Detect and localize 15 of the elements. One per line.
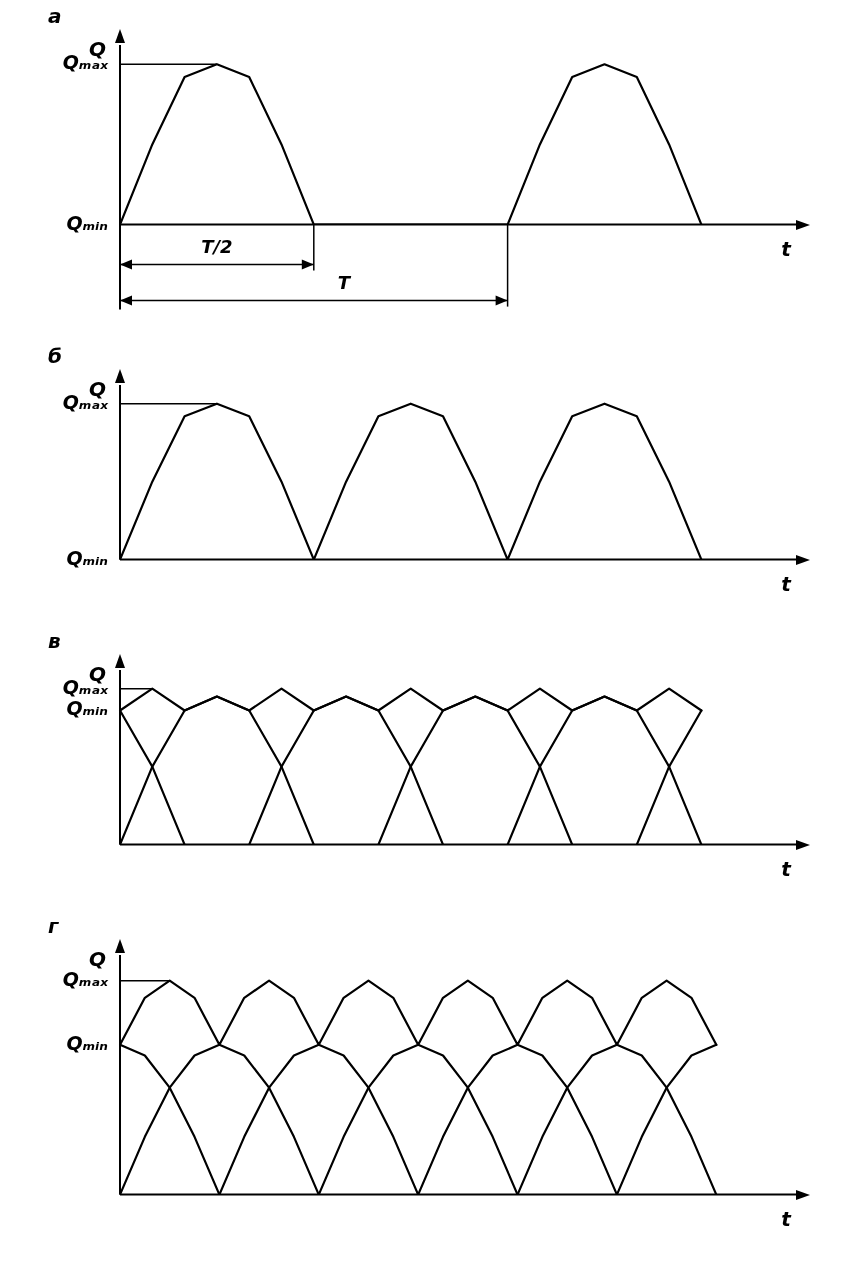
text: T/2 xyxy=(201,236,233,258)
chart-title: а xyxy=(48,4,62,29)
x-axis-title: t xyxy=(781,1206,793,1231)
x-axis-title: t xyxy=(781,571,793,596)
chart-title: б xyxy=(48,344,62,369)
x-axis-title: t xyxy=(781,856,793,881)
chart-title: г xyxy=(48,914,59,939)
text: Qₘᵢₙ xyxy=(66,546,109,569)
y-axis-title: Q xyxy=(88,947,106,972)
x-axis-title: t xyxy=(781,236,793,261)
text: Qₘᵢₙ xyxy=(66,697,109,720)
chart-title: в xyxy=(48,629,61,654)
text: T xyxy=(337,272,352,294)
text: Qₘᵢₙ xyxy=(66,211,109,234)
text: Qₘᵢₙ xyxy=(66,1031,109,1054)
